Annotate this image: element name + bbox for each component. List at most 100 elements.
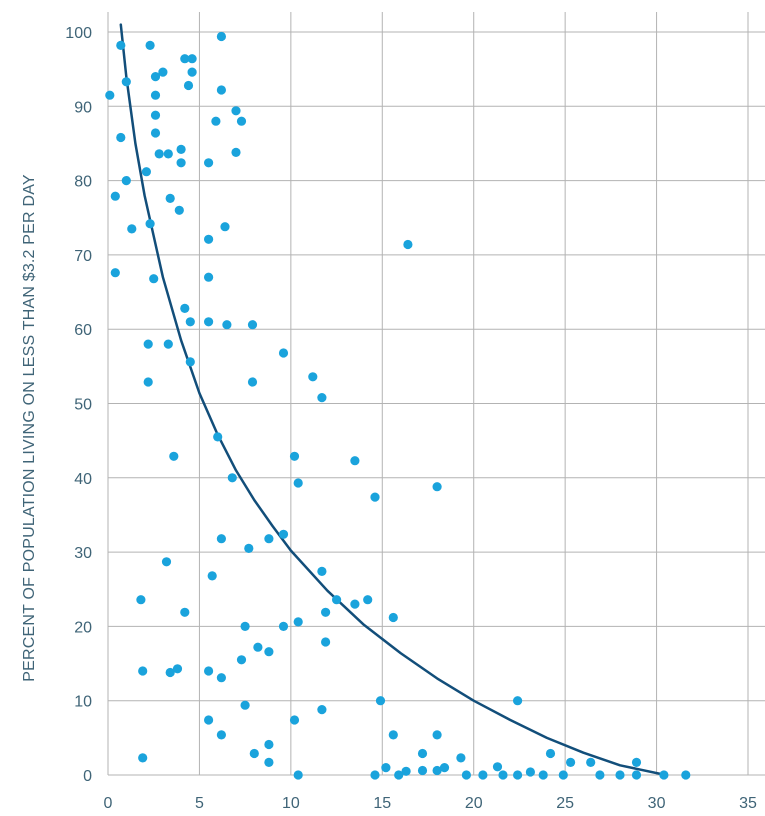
x-tick-label: 30 bbox=[648, 795, 666, 812]
data-point bbox=[187, 67, 197, 77]
data-point bbox=[659, 770, 669, 780]
data-point bbox=[513, 770, 523, 780]
data-point bbox=[204, 715, 214, 725]
data-point bbox=[143, 377, 153, 387]
data-point bbox=[138, 666, 148, 676]
grid bbox=[107, 12, 765, 776]
data-point bbox=[121, 77, 131, 87]
data-point bbox=[222, 320, 232, 330]
data-point bbox=[180, 303, 190, 313]
data-point bbox=[350, 599, 360, 609]
y-tick-label: 30 bbox=[74, 545, 92, 562]
data-point bbox=[332, 595, 342, 605]
data-point bbox=[174, 205, 184, 215]
data-point bbox=[110, 191, 120, 201]
data-point bbox=[116, 132, 126, 143]
data-point bbox=[525, 767, 536, 777]
y-tick-label: 10 bbox=[74, 694, 92, 711]
data-point bbox=[456, 753, 466, 763]
data-point bbox=[136, 595, 146, 605]
data-point bbox=[116, 40, 126, 51]
data-point bbox=[586, 757, 596, 768]
data-point bbox=[545, 748, 556, 759]
data-point bbox=[169, 451, 179, 461]
data-point bbox=[417, 765, 428, 776]
data-point bbox=[278, 621, 289, 632]
data-point bbox=[236, 116, 247, 126]
data-point bbox=[150, 72, 161, 82]
data-point bbox=[513, 696, 523, 706]
data-point bbox=[183, 80, 194, 91]
y-tick-label: 50 bbox=[74, 397, 92, 414]
data-point bbox=[394, 770, 404, 780]
y-tick-label: 70 bbox=[74, 248, 92, 265]
data-point bbox=[110, 268, 120, 278]
data-point bbox=[216, 730, 226, 740]
data-point bbox=[138, 753, 148, 763]
data-point bbox=[439, 763, 450, 773]
data-point bbox=[264, 534, 274, 544]
data-point bbox=[207, 571, 217, 581]
data-point bbox=[204, 272, 214, 282]
data-point bbox=[227, 473, 237, 483]
data-point bbox=[432, 765, 442, 776]
trend-line bbox=[119, 23, 667, 777]
data-point bbox=[317, 393, 327, 403]
y-axis-ticks: 0 10 20 30 40 50 60 70 80 90 100 bbox=[65, 25, 92, 785]
data-point bbox=[492, 762, 503, 772]
data-point bbox=[244, 543, 254, 554]
data-point bbox=[180, 54, 190, 64]
y-tick-label: 60 bbox=[74, 322, 92, 339]
data-point bbox=[370, 770, 380, 780]
data-point bbox=[150, 90, 161, 100]
data-point bbox=[308, 372, 318, 382]
data-point bbox=[141, 167, 151, 177]
data-point bbox=[566, 757, 576, 768]
data-point bbox=[143, 339, 153, 349]
data-point bbox=[145, 219, 155, 229]
data-point bbox=[216, 85, 226, 95]
data-point bbox=[240, 621, 250, 632]
data-point bbox=[149, 274, 159, 284]
data-point bbox=[240, 700, 250, 710]
data-point bbox=[289, 715, 300, 725]
y-tick-label: 40 bbox=[74, 471, 92, 488]
data-point bbox=[417, 748, 428, 759]
data-point bbox=[321, 607, 331, 617]
data-point bbox=[176, 158, 186, 168]
data-point bbox=[185, 317, 195, 327]
data-point bbox=[231, 106, 241, 116]
data-point bbox=[498, 770, 508, 780]
data-point bbox=[204, 317, 214, 327]
data-point bbox=[388, 612, 398, 623]
data-point bbox=[264, 647, 274, 657]
x-tick-label: 20 bbox=[465, 795, 483, 812]
y-axis-title: PERCENT OF POPULATION LIVING ON LESS THA… bbox=[21, 174, 38, 682]
data-point bbox=[105, 90, 115, 100]
data-point bbox=[204, 158, 214, 168]
data-point bbox=[165, 667, 175, 678]
data-point bbox=[631, 757, 642, 768]
data-point bbox=[204, 666, 214, 676]
data-point bbox=[278, 348, 289, 358]
data-point bbox=[163, 339, 173, 349]
data-point bbox=[187, 54, 197, 64]
data-point bbox=[264, 739, 274, 750]
data-point bbox=[293, 478, 303, 488]
data-point bbox=[461, 770, 471, 780]
x-tick-label: 35 bbox=[739, 795, 757, 812]
data-point bbox=[121, 176, 131, 186]
data-point bbox=[204, 234, 214, 244]
data-point bbox=[220, 222, 230, 232]
data-point bbox=[681, 770, 691, 780]
x-tick-label: 10 bbox=[282, 795, 300, 812]
y-tick-label: 80 bbox=[74, 174, 92, 191]
data-point bbox=[247, 320, 258, 330]
data-point bbox=[631, 770, 642, 780]
data-point bbox=[321, 637, 331, 647]
data-point bbox=[538, 770, 548, 780]
x-tick-label: 25 bbox=[556, 795, 574, 812]
data-point bbox=[249, 748, 259, 759]
x-tick-label: 15 bbox=[373, 795, 391, 812]
data-point bbox=[236, 655, 247, 665]
